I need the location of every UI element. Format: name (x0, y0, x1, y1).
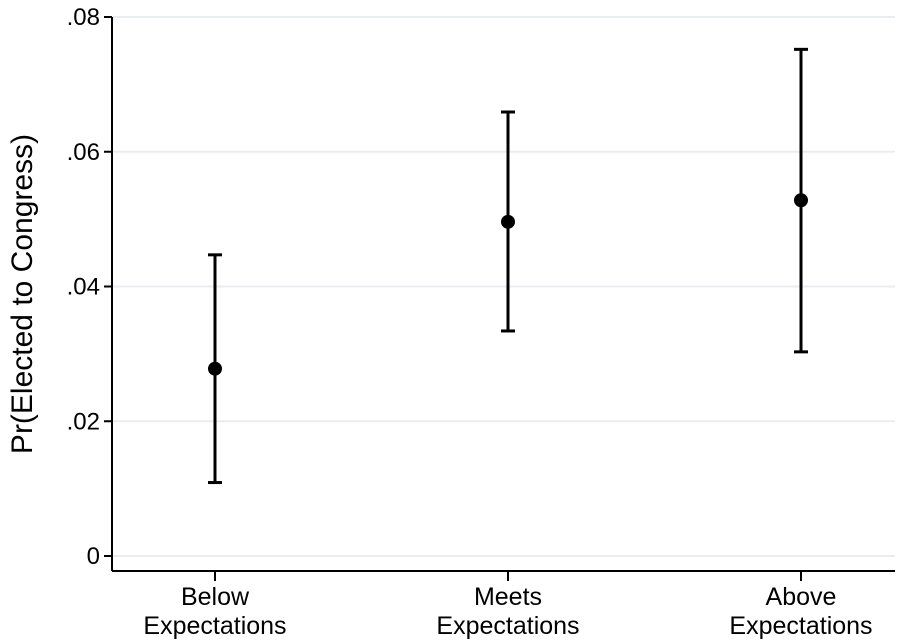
y-tick-label: .04 (67, 274, 100, 301)
x-tick-label: Expectations (436, 612, 579, 640)
y-axis-title: Pr(Elected to Congress) (6, 134, 39, 454)
grid-layer (113, 16, 895, 557)
y-tick-label: .06 (67, 139, 100, 166)
x-tick-label: Expectations (729, 612, 872, 640)
axis-layer (104, 16, 895, 581)
point-estimate (501, 214, 515, 229)
y-tick-label: 0 (87, 543, 100, 570)
x-tick-label: Below (181, 583, 250, 611)
y-tick-label: .02 (67, 408, 100, 435)
label-layer: 0.02.04.06.08BelowExpectationsMeetsExpec… (6, 4, 873, 640)
point-estimate (208, 361, 222, 376)
point-estimate (794, 193, 808, 208)
data-layer (208, 47, 808, 485)
x-tick-label: Meets (474, 583, 542, 611)
y-tick-label: .08 (67, 4, 100, 31)
x-tick-label: Above (766, 583, 837, 611)
x-tick-label: Expectations (143, 612, 286, 640)
